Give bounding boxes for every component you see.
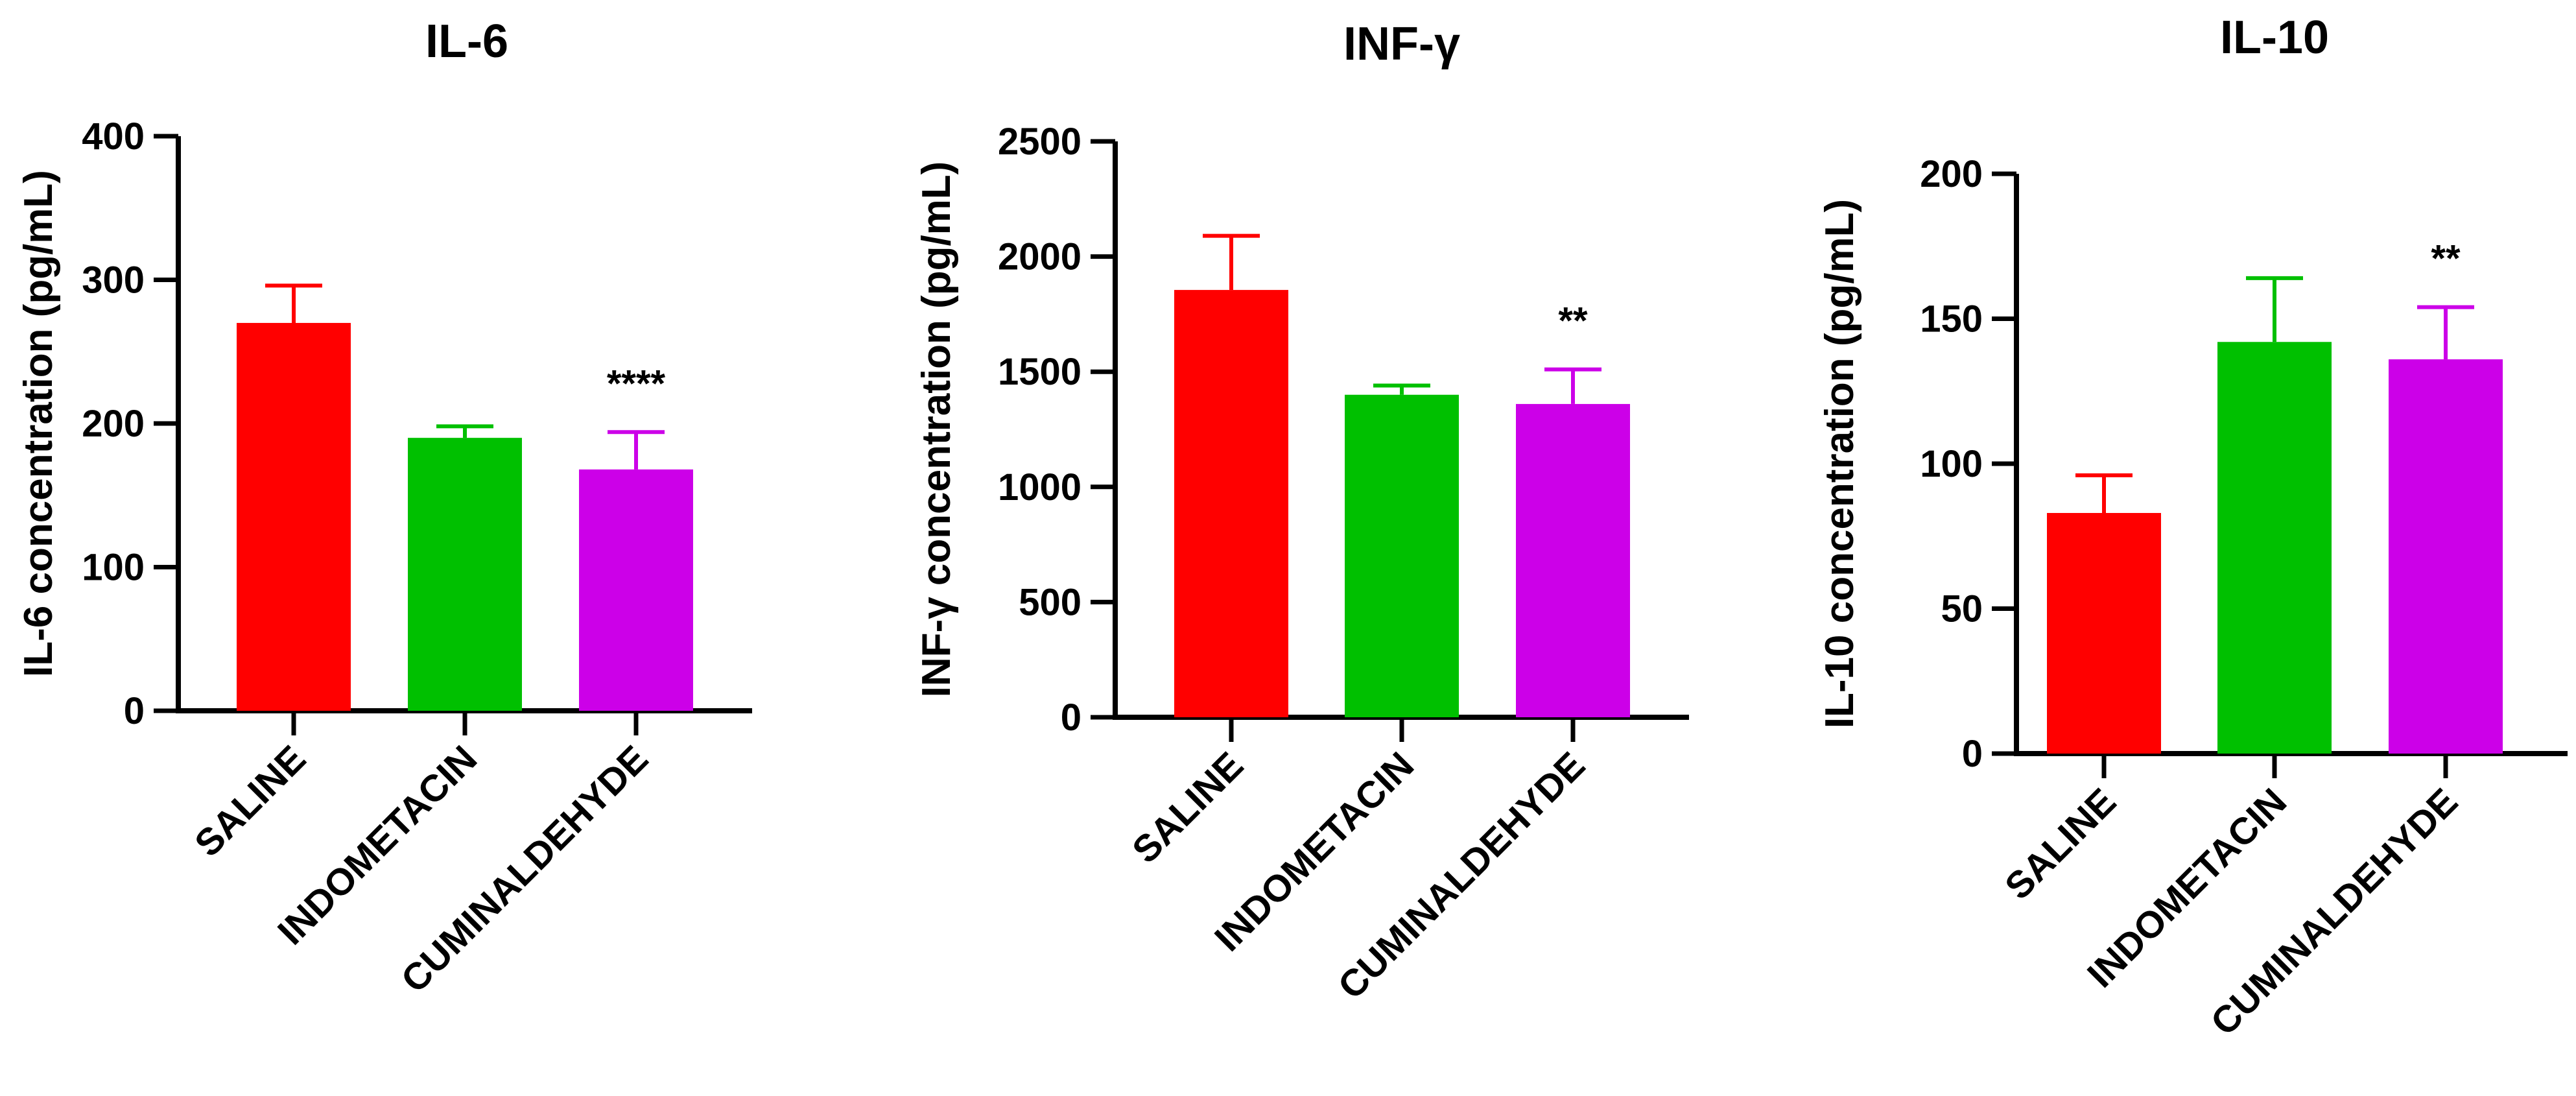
x-tick-label: SALINE <box>1124 744 1251 871</box>
y-axis-label: IL-6 concentration (pg/mL) <box>16 170 61 677</box>
bar <box>1345 394 1459 717</box>
bar <box>237 322 351 711</box>
y-tick-label: 500 <box>1019 581 1081 623</box>
chart-title: INF-γ <box>1343 18 1460 70</box>
y-tick-label: 150 <box>1920 298 1983 340</box>
y-tick-label: 300 <box>82 259 145 302</box>
bar <box>2389 359 2503 754</box>
chart-title: IL-6 <box>425 16 508 67</box>
bar <box>579 469 693 711</box>
bar <box>1174 290 1288 717</box>
chart-title: IL-10 <box>2220 12 2329 64</box>
y-tick-label: 2500 <box>998 121 1081 163</box>
y-axis-label: INF-γ concentration (pg/mL) <box>914 161 959 698</box>
bar <box>2047 512 2161 754</box>
y-tick-label: 0 <box>124 690 145 732</box>
x-tick-label: SALINE <box>1997 780 2124 907</box>
chart-panel: IL-10 IL-10 concentration (pg/mL) 0 50 100 15… <box>1817 12 2568 1043</box>
y-tick-label: 400 <box>82 115 145 158</box>
y-tick-label: 1500 <box>998 351 1081 393</box>
y-tick-label: 1000 <box>998 466 1081 508</box>
y-axis-label: IL-10 concentration (pg/mL) <box>1817 199 1862 728</box>
y-tick-label: 2000 <box>998 236 1081 278</box>
significance-label: **** <box>607 363 666 405</box>
bar <box>408 438 522 711</box>
x-tick-label: SALINE <box>187 737 314 864</box>
y-tick-label: 50 <box>1941 588 1983 630</box>
bar <box>1516 403 1630 717</box>
significance-label: ** <box>2431 238 2461 280</box>
y-tick-label: 200 <box>1920 153 1983 195</box>
y-tick-label: 0 <box>1061 697 1081 739</box>
chart-panel: IL-6 IL-6 concentration (pg/mL) 0 100 200 300… <box>16 16 752 1001</box>
bar <box>2217 342 2332 754</box>
y-tick-label: 100 <box>82 547 145 589</box>
chart-panel: INF-γ INF-γ concentration (pg/mL) 0 500 1000… <box>914 18 1689 1007</box>
significance-label: ** <box>1558 300 1588 342</box>
y-tick-label: 100 <box>1920 443 1983 485</box>
y-tick-label: 200 <box>82 403 145 445</box>
y-tick-label: 0 <box>1962 733 1983 775</box>
